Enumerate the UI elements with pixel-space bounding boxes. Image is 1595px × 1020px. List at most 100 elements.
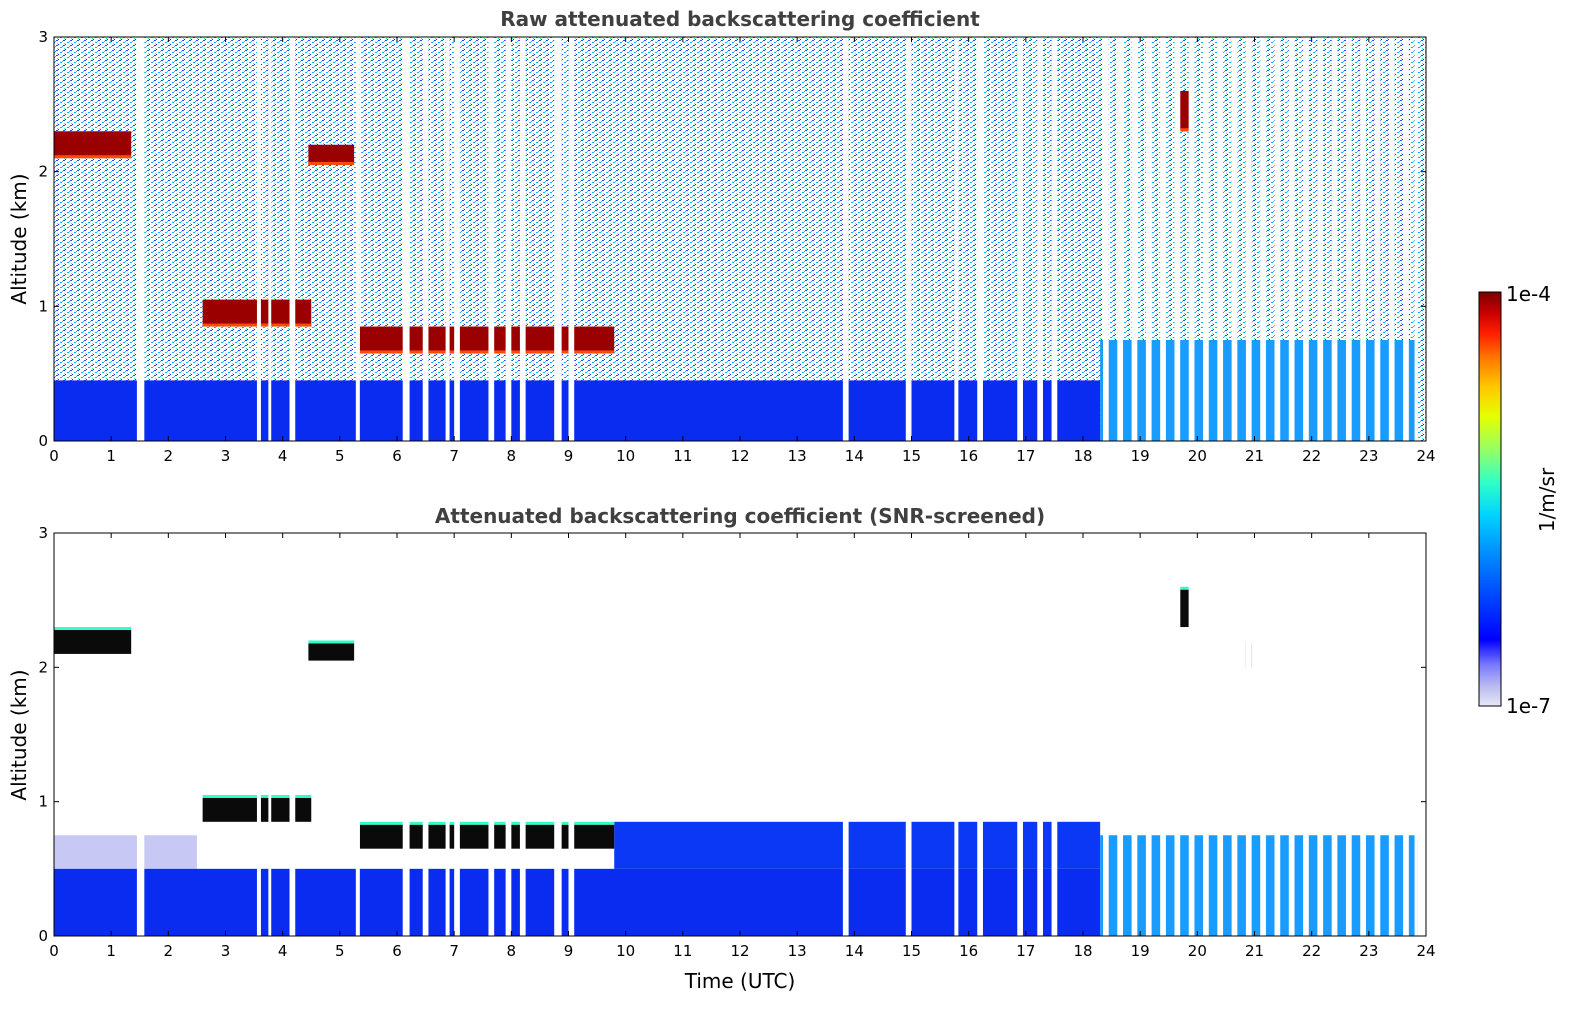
panel1-cloud-4 [1180, 90, 1189, 132]
panel2-xtick-label: 23 [1359, 942, 1378, 960]
panel2-xtick-label: 6 [392, 942, 402, 960]
panel2-gap-25 [1160, 533, 1166, 936]
panel1-gap-32 [1260, 37, 1266, 441]
colorbar-min-label: 1e-7 [1506, 694, 1551, 718]
panel1-gap-37 [1331, 37, 1338, 441]
panel2-gap-41 [1388, 533, 1395, 936]
panel1-gap-1 [256, 37, 261, 441]
panel1-gap-40 [1374, 37, 1381, 441]
panel2-gap-0 [136, 533, 145, 936]
panel2-xtick-label: 16 [959, 942, 978, 960]
panel2-gap-28 [1203, 533, 1209, 936]
panel2-gap-8 [454, 533, 460, 936]
panel1-ytick-label: 0 [38, 432, 48, 450]
panel2-xtick-label: 22 [1302, 942, 1321, 960]
colorbar-gradient [1478, 291, 1502, 707]
panel2-cloud-1 [308, 643, 355, 661]
panel1-gap-6 [422, 37, 429, 441]
panel1-gap-10 [505, 37, 512, 441]
panel2-faint-layer [54, 835, 197, 869]
panel2-xtick-label: 7 [449, 942, 459, 960]
panel1-gap-26 [1174, 37, 1181, 441]
panel2-xtick-label: 5 [335, 942, 345, 960]
panel2-xtick-label: 1 [106, 942, 116, 960]
panel2-cloud-4 [1180, 589, 1189, 628]
panel1-gap-4 [355, 37, 360, 441]
panel1-gap-36 [1317, 37, 1324, 441]
panel2-gap-42 [1403, 533, 1409, 936]
panel1-ylabel: Altitude (km) [7, 173, 31, 304]
panel1-plot-area [54, 37, 1426, 441]
panel1-xtick-label: 2 [164, 447, 174, 465]
panel1-gap-24 [1145, 37, 1152, 441]
panel2-gap-14 [842, 533, 849, 936]
panel1-gap-13 [568, 37, 575, 441]
panel1-y-ticks: 0 1 2 3 [38, 28, 1426, 450]
panel2-gap-2 [268, 533, 272, 936]
panel1-x-ticks: 0 1 2 3 4 5 6 7 8 9 10 11 12 13 14 15 16 17 18 19 20 21 22 23 24 [49, 37, 1436, 465]
panel2-cloud-top-0 [54, 627, 132, 631]
panel1-ytick-label: 3 [38, 28, 48, 46]
panel1-boundary-layer [54, 380, 1101, 441]
panel2-xtick-label: 2 [164, 942, 174, 960]
panel1-gap-38 [1345, 37, 1352, 441]
panel1-xtick-label: 22 [1302, 447, 1321, 465]
panel2-gap-9 [488, 533, 495, 936]
panel1-gap-21 [1103, 37, 1109, 441]
panel1-xtick-label: 8 [507, 447, 517, 465]
panel2-gap-27 [1188, 533, 1195, 936]
panel1-xtick-label: 3 [221, 447, 231, 465]
panel2-xtick-label: 17 [1016, 942, 1035, 960]
panel2-boundary-layer [54, 868, 1101, 936]
panel2-gap-10 [505, 533, 512, 936]
panel1-gap-11 [519, 37, 526, 441]
panel1-ytick-label: 2 [38, 163, 48, 181]
panel2-gap-21 [1103, 533, 1109, 936]
panel2-gap-37 [1331, 533, 1338, 936]
panel1-xtick-label: 15 [902, 447, 921, 465]
panel2-xtick-label: 0 [49, 942, 59, 960]
panel1-xtick-label: 13 [788, 447, 807, 465]
panel1-gap-30 [1231, 37, 1238, 441]
panel2-xtick-label: 24 [1416, 942, 1435, 960]
panel1-gap-33 [1274, 37, 1281, 441]
panel2-xlabel: Time (UTC) [684, 969, 796, 993]
panel2-gap-17 [977, 533, 983, 936]
panel2-gap-26 [1174, 533, 1181, 936]
panel1-gap-7 [445, 37, 450, 441]
panel2-xtick-label: 21 [1245, 942, 1264, 960]
panel1-gap-29 [1217, 37, 1224, 441]
panel1-gap-5 [402, 37, 410, 441]
panel2-xtick-label: 14 [845, 942, 864, 960]
panel1-gap-35 [1303, 37, 1309, 441]
panel1-gap-14 [842, 37, 849, 441]
panel2-xtick-label: 8 [507, 942, 517, 960]
panel1-gap-2 [268, 37, 272, 441]
panel1-xtick-label: 10 [616, 447, 635, 465]
panel1-gap-27 [1188, 37, 1195, 441]
panel2-gap-40 [1374, 533, 1381, 936]
panel2-gap-12 [554, 533, 562, 936]
panel1-gap-34 [1288, 37, 1295, 441]
panel2-plot-area [54, 533, 1418, 936]
panel1-gap-16 [954, 37, 959, 441]
colorbar-unit-label: 1/m/sr [1535, 467, 1559, 532]
panel2-gap-24 [1145, 533, 1152, 936]
panel1-xtick-label: 6 [392, 447, 402, 465]
panel1-cloud-edge-1 [308, 161, 355, 165]
panel1-xtick-label: 7 [449, 447, 459, 465]
panel2-xtick-label: 19 [1131, 942, 1150, 960]
panel1-gap-39 [1360, 37, 1366, 441]
panel2-gap-29 [1217, 533, 1224, 936]
panel1-xtick-label: 9 [564, 447, 574, 465]
panel1-gap-8 [454, 37, 460, 441]
panel2-cloud-3 [359, 824, 615, 849]
panel1-xtick-label: 20 [1188, 447, 1207, 465]
panel1-xtick-label: 16 [959, 447, 978, 465]
panel1-gap-18 [1017, 37, 1023, 441]
panel2-gap-38 [1345, 533, 1352, 936]
panel1-gap-17 [977, 37, 983, 441]
panel2-gap-5 [402, 533, 410, 936]
panel1-title: Raw attenuated backscattering coefficien… [500, 7, 980, 31]
panel2-gap-11 [519, 533, 526, 936]
